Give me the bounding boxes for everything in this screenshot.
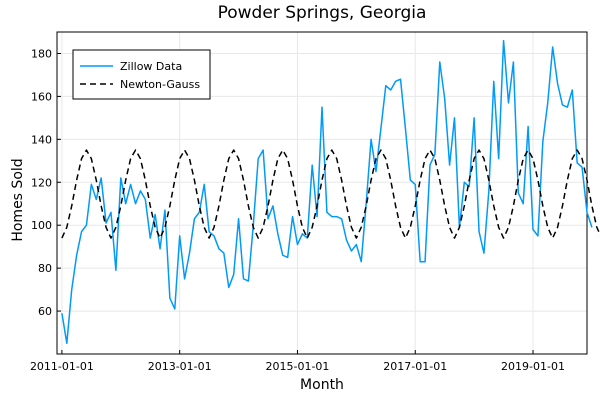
y-axis-ticks: 60 80 100 120 140 160 180 — [31, 47, 61, 318]
x-axis-label: Month — [300, 377, 344, 393]
x-tick-label: 2013-01-01 — [148, 360, 212, 373]
y-tick-label: 160 — [31, 90, 52, 103]
legend-label-zillow: Zillow Data — [120, 60, 182, 73]
legend-label-newton-gauss: Newton-Gauss — [120, 78, 200, 91]
x-tick-label: 2017-01-01 — [383, 360, 447, 373]
x-tick-label: 2011-01-01 — [30, 360, 94, 373]
series-line-zillow-data — [61, 39, 593, 345]
y-tick-label: 60 — [38, 305, 52, 318]
legend-box — [72, 49, 211, 100]
series-line-newton-gauss — [61, 149, 600, 239]
x-tick-label: 2015-01-01 — [265, 360, 329, 373]
chart-title: Powder Springs, Georgia — [218, 3, 427, 23]
y-tick-label: 100 — [31, 219, 52, 232]
y-tick-label: 80 — [38, 262, 52, 275]
y-tick-label: 140 — [31, 133, 52, 146]
series-group — [61, 39, 600, 345]
y-tick-label: 120 — [31, 176, 52, 189]
x-axis-ticks: 2011-01-01 2013-01-01 2015-01-01 2017-01-01… — [30, 350, 565, 373]
x-tick-label: 2019-01-01 — [501, 360, 565, 373]
plot-frame — [56, 31, 588, 355]
y-axis-label: Homes Sold — [10, 158, 26, 241]
legend: Zillow Data Newton-Gauss — [72, 49, 211, 100]
y-tick-label: 180 — [31, 47, 52, 60]
